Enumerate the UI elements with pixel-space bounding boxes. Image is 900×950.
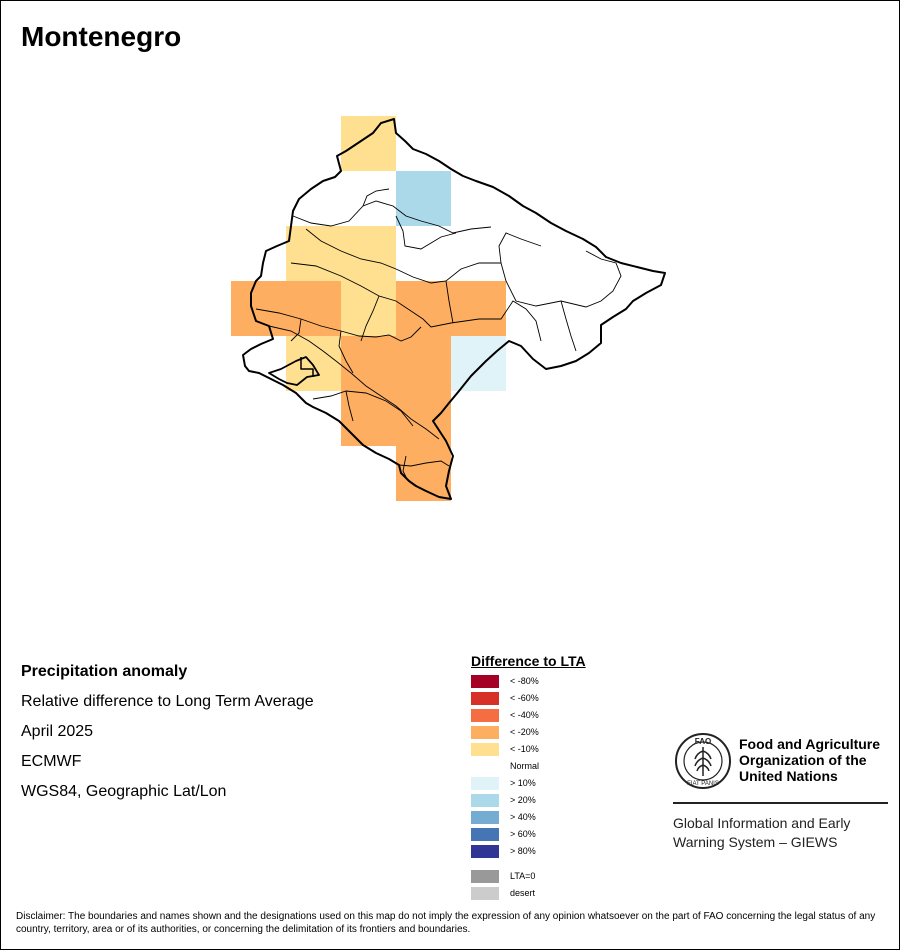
anomaly-cell [286,281,341,336]
legend-row: desert [471,885,586,902]
legend-label: > 20% [510,795,536,805]
fao-name-line1: Food and Agriculture [739,736,881,752]
legend-row: < -10% [471,741,586,758]
legend-row: > 80% [471,843,586,860]
legend-row: > 20% [471,792,586,809]
fao-name: Food and Agriculture Organization of the… [739,736,880,784]
legend-items: < -80% < -60% < -40% < -20% < -10% Normal > 10… [471,673,586,860]
country-outline [242,118,666,500]
anomaly-cell [396,171,451,226]
legend-row: < -40% [471,707,586,724]
legend-label: > 80% [510,846,536,856]
anomaly-cell [341,281,396,336]
legend-label: < -40% [510,710,539,720]
legend-row: > 10% [471,775,586,792]
legend-swatch [471,760,499,773]
giews-line2: Warning System – GIEWS [673,834,838,850]
fao-logo-text: FAO [695,737,711,746]
legend-swatch [471,828,499,841]
fao-logo-motto: FIAT PANIS [687,781,719,787]
anomaly-grid [231,116,506,501]
legend-title: Difference to LTA [471,653,586,669]
fao-divider [673,802,888,804]
legend-row: LTA=0 [471,868,586,885]
anomaly-cell [396,446,451,501]
anomaly-cell [231,281,286,336]
map-title: Montenegro [21,21,182,52]
disclaimer: Disclaimer: The boundaries and names sho… [16,911,876,935]
anomaly-cell [396,281,506,336]
legend-swatch [471,692,499,705]
legend-row: Normal [471,758,586,775]
legend-label: LTA=0 [510,871,536,881]
map-legend: Difference to LTA < -80% < -60% < -40% < -2… [471,653,586,902]
fao-name-line3: United Nations [739,768,838,784]
giews-line1: Global Information and Early [673,815,851,831]
legend-swatch [471,675,499,688]
info-description: Relative difference to Long Term Average [21,693,314,710]
legend-label: desert [510,888,536,898]
map-info: Precipitation anomaly Relative differenc… [21,657,314,807]
legend-swatch [471,845,499,858]
anomaly-cell [341,116,396,171]
legend-row: < -80% [471,673,586,690]
legend-label: > 40% [510,812,536,822]
anomaly-cell [286,336,341,391]
legend-label: < -10% [510,744,539,754]
info-heading: Precipitation anomaly [21,663,188,680]
anomaly-cell [341,226,396,286]
legend-swatch [471,743,499,756]
fao-name-line2: Organization of the [739,752,867,768]
legend-swatch [471,811,499,824]
legend-swatch [471,887,499,900]
legend-label: > 10% [510,778,536,788]
legend-extra-items: LTA=0 desert [471,868,586,902]
anomaly-cell [286,226,341,286]
legend-label: > 60% [510,829,536,839]
legend-row: < -20% [471,724,586,741]
info-source: ECMWF [21,753,82,770]
legend-label: < -80% [510,676,539,686]
info-projection: WGS84, Geographic Lat/Lon [21,783,227,800]
legend-swatch [471,777,499,790]
legend-row: < -60% [471,690,586,707]
country-map [231,116,666,501]
giews-label: Global Information and Early Warning Sys… [673,814,850,852]
legend-label: Normal [510,761,540,771]
anomaly-cell [451,336,506,391]
legend-row: > 60% [471,826,586,843]
legend-swatch [471,870,499,883]
legend-label: < -60% [510,693,539,703]
internal-boundaries [255,188,622,480]
info-period: April 2025 [21,723,94,740]
legend-swatch [471,794,499,807]
legend-label: < -20% [510,727,539,737]
fao-logo-icon: FAO FIAT PANIS [675,733,731,789]
legend-row: > 40% [471,809,586,826]
anomaly-cell [341,336,451,446]
legend-swatch [471,709,499,722]
legend-swatch [471,726,499,739]
